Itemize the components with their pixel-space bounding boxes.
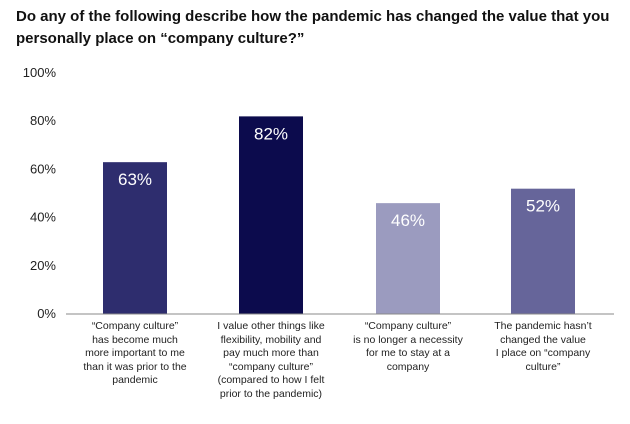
bar-value-label: 82% [254, 124, 288, 143]
x-category-label: “Company culture” has become much more imp… [65, 320, 205, 388]
x-category-label-line: “company culture” [228, 360, 314, 373]
x-category-label: The pandemic hasn’t changed the value I pl… [473, 320, 613, 374]
y-tick-label: 80% [30, 113, 56, 128]
x-category-label-line: The pandemic hasn’t [494, 320, 592, 332]
bar [239, 116, 303, 314]
bar [511, 188, 575, 314]
x-category-label-line: changed the value [500, 333, 586, 346]
x-category-label-line: pay much more than [223, 347, 319, 359]
x-category-label: I value other things like flexibility, mo… [201, 320, 341, 401]
x-category-label-line: flexibility, mobility and [220, 333, 322, 346]
x-category-label-line: has become much [92, 333, 178, 346]
bar [376, 203, 440, 314]
chart-title: Do any of the following describe how the… [16, 8, 610, 47]
x-category-label-line: (compared to how I felt [217, 374, 325, 386]
y-tick-label: 60% [30, 161, 56, 176]
x-category-label-line: more important to me [85, 347, 185, 359]
bar-value-label: 63% [118, 170, 152, 189]
x-category-label-line: “Company culture” [364, 320, 452, 332]
y-tick-label: 20% [30, 258, 56, 273]
x-category-label-line: I place on “company [495, 347, 591, 359]
x-category-label-line: is no longer a necessity [353, 333, 463, 346]
y-tick-label: 100% [23, 65, 57, 80]
bar-value-label: 52% [526, 197, 560, 216]
x-category-label-line: “Company culture” [91, 320, 179, 332]
x-category-label-line: for me to stay at a [365, 347, 451, 359]
x-category-label: “Company culture” is no longer a necessit… [338, 320, 478, 374]
y-tick-label: 0% [37, 306, 56, 321]
y-axis: 0% 20% 40% 60% 80% 100% [23, 65, 57, 321]
x-category-label-line: I value other things like [217, 320, 325, 332]
bar-value-label: 46% [391, 211, 425, 230]
y-tick-label: 40% [30, 210, 56, 225]
x-category-label-line: prior to the pandemic) [219, 387, 323, 400]
bar [103, 162, 167, 314]
x-category-label-line: than it was prior to the [83, 360, 187, 373]
bars [103, 116, 575, 314]
x-category-label-line: pandemic [112, 374, 158, 386]
x-category-label-line: culture” [525, 360, 561, 373]
data-labels: 63% 82% 46% 52% [118, 124, 560, 230]
x-category-label-line: company [386, 360, 430, 373]
